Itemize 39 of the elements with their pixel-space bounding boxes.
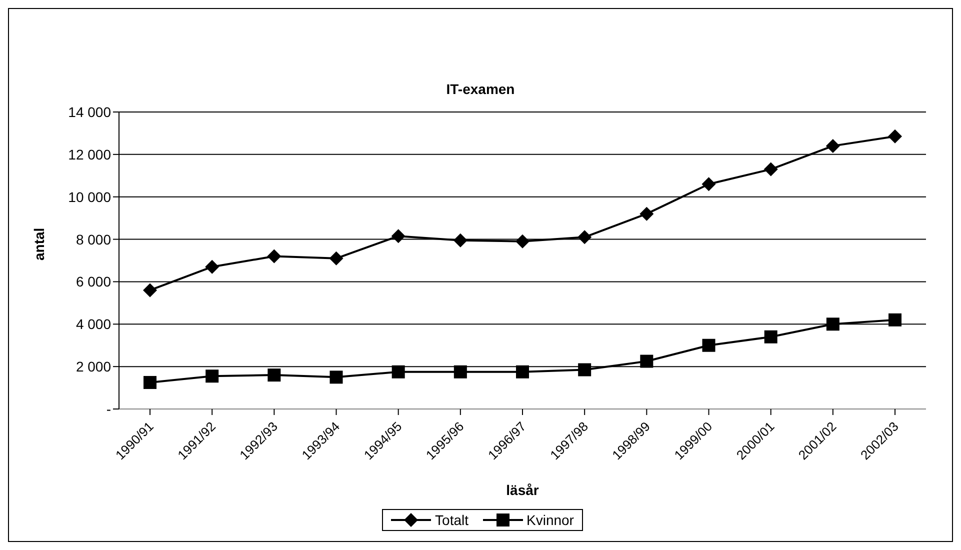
- point: [516, 234, 530, 248]
- y-tick-label: 4 000: [76, 316, 112, 332]
- point: [329, 251, 344, 266]
- point: [888, 313, 902, 326]
- point: [702, 338, 716, 352]
- y-tick-label: 8 000: [76, 231, 112, 248]
- point: [764, 162, 778, 176]
- point: [888, 129, 902, 144]
- point: [764, 330, 778, 344]
- point: [640, 206, 654, 221]
- point: [578, 230, 592, 244]
- point: [578, 363, 592, 376]
- y-tick-label: 6 000: [76, 274, 112, 290]
- point: [826, 138, 840, 153]
- legend-label: Kvinnor: [526, 512, 574, 528]
- y-tick-label: 2 000: [76, 358, 112, 375]
- point: [205, 260, 220, 274]
- point: [144, 376, 156, 389]
- point: [640, 354, 654, 368]
- legend-label: Totalt: [434, 512, 468, 528]
- y-tick-label: 10 000: [68, 188, 112, 205]
- point: [268, 368, 281, 382]
- point: [391, 229, 406, 244]
- y-axis-title: antal: [30, 228, 47, 260]
- point: [392, 365, 405, 378]
- point: [206, 370, 219, 383]
- point: [453, 233, 468, 248]
- chart-title: IT-examen: [445, 81, 516, 97]
- point: [826, 318, 840, 331]
- point: [454, 365, 467, 378]
- point: [702, 177, 716, 192]
- y-tick-label: 14 000: [68, 104, 112, 120]
- point: [267, 249, 282, 264]
- y-tick-label: 12 000: [68, 146, 112, 162]
- y-tick-label: -: [106, 400, 112, 417]
- x-axis-title: läsår: [506, 482, 540, 498]
- point: [516, 365, 529, 378]
- point: [143, 283, 157, 298]
- point: [330, 370, 343, 384]
